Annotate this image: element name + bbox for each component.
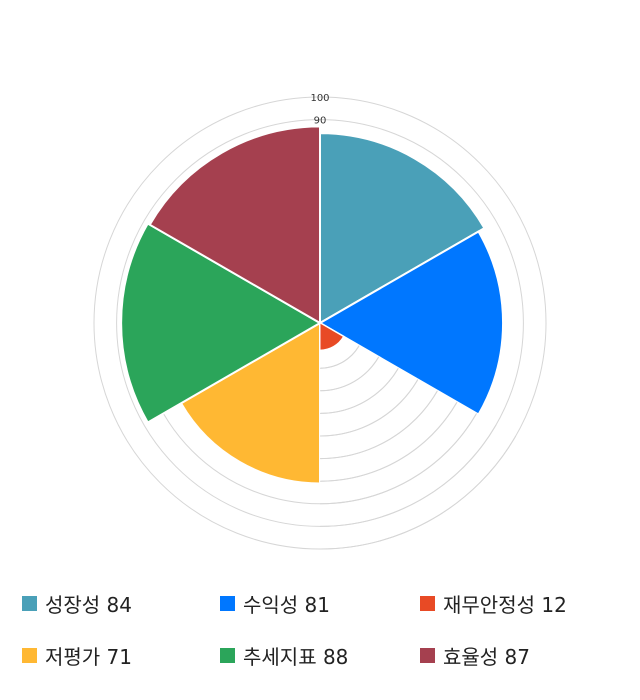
inner-grid-arc: [319, 435, 517, 550]
legend-label-undervaluation: 저평가 71: [45, 644, 133, 669]
legend-label-profitability: 수익성 81: [243, 592, 331, 617]
chart-legend: 성장성 84 수익성 81 재무안정성 12 저평가 71 추세지표 88 효율…: [0, 580, 640, 690]
legend-label-growth: 성장성 84: [45, 592, 133, 617]
legend-swatch-financial-stability: [420, 595, 435, 611]
polar-area-chart: 100 90: [93, 93, 547, 550]
slice-1: [317, 230, 505, 416]
legend-label-financial-stability: 재무안정성 12: [443, 592, 567, 617]
inner-grid-arc: [319, 390, 438, 460]
legend-swatch-growth: [22, 595, 37, 611]
legend-swatch-profitability: [220, 595, 235, 611]
inner-grid-arc: [319, 413, 478, 505]
legend-swatch-trend-indicator: [220, 647, 235, 663]
tick-label-100: 100: [310, 93, 329, 104]
legend-item-profitability: 수익성 81: [220, 588, 330, 618]
tick-label-90: 90: [314, 116, 327, 127]
chart-slices: [120, 125, 505, 485]
inner-grid-arc: [319, 345, 360, 369]
slice-0: [319, 132, 486, 325]
inner-grid-arc: [319, 379, 419, 437]
legend-item-growth: 성장성 84: [22, 588, 132, 618]
inner-grid-arc: [319, 356, 380, 392]
inner-grid-arc: [319, 367, 399, 414]
legend-swatch-undervaluation: [22, 647, 37, 663]
inner-grid-arc: [319, 401, 458, 482]
legend-swatch-efficiency: [420, 647, 435, 663]
legend-label-trend-indicator: 추세지표 88: [243, 644, 349, 669]
tick-labels: 100 90: [310, 93, 329, 127]
legend-item-financial-stability: 재무안정성 12: [420, 588, 567, 618]
legend-item-efficiency: 효율성 87: [420, 640, 530, 670]
legend-item-trend-indicator: 추세지표 88: [220, 640, 348, 670]
slice-2-overlay: [319, 322, 345, 351]
legend-item-undervaluation: 저평가 71: [22, 640, 132, 670]
slice-4: [120, 222, 322, 424]
slice-3: [179, 321, 321, 485]
slice-5: [148, 125, 321, 325]
inner-grid-rings: [319, 322, 517, 550]
legend-label-efficiency: 효율성 87: [443, 644, 531, 669]
inner-grid-arc: [319, 424, 497, 527]
